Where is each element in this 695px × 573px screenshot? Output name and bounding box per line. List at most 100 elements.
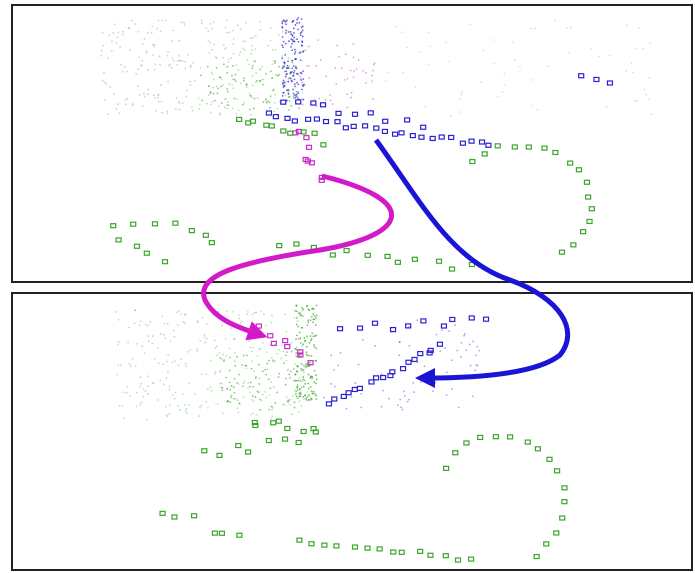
cloud-point xyxy=(297,397,299,399)
cloud-point xyxy=(301,310,303,312)
cloud-point xyxy=(140,65,142,67)
cloud-point xyxy=(272,49,274,51)
cloud-point xyxy=(154,358,156,360)
cloud-point xyxy=(201,373,203,375)
cloud-point xyxy=(147,32,149,34)
cloud-point xyxy=(298,107,300,109)
cloud-point xyxy=(252,386,254,388)
cloud-point xyxy=(228,83,230,85)
cloud-point xyxy=(297,97,299,99)
cloud-point xyxy=(132,104,134,106)
cloud-point xyxy=(246,355,248,357)
cloud-point xyxy=(185,362,187,364)
cloud-point xyxy=(235,113,237,115)
cloud-point xyxy=(117,36,119,38)
cloud-point xyxy=(470,365,472,367)
cloud-point xyxy=(265,324,267,326)
cloud-point xyxy=(294,53,296,55)
cloud-point xyxy=(300,314,302,316)
cloud-point xyxy=(300,405,302,407)
cloud-point xyxy=(301,363,303,365)
cloud-point xyxy=(261,399,263,401)
cloud-point xyxy=(219,112,221,114)
cloud-point xyxy=(245,22,247,24)
cloud-point xyxy=(296,82,298,84)
cloud-point xyxy=(179,102,181,104)
cloud-point xyxy=(295,355,297,357)
cloud-point xyxy=(228,61,230,63)
cloud-point xyxy=(237,25,239,27)
cloud-point xyxy=(598,56,600,58)
cloud-point xyxy=(262,101,264,103)
cloud-point xyxy=(232,107,234,109)
cloud-point xyxy=(204,334,206,336)
cloud-point xyxy=(283,86,285,88)
cloud-point xyxy=(311,391,313,393)
cloud-point xyxy=(244,380,246,382)
cloud-point xyxy=(216,67,218,69)
cloud-point xyxy=(632,71,634,73)
cloud-point xyxy=(174,398,176,400)
cloud-point xyxy=(134,322,136,324)
cloud-point xyxy=(225,338,227,340)
cloud-point xyxy=(436,334,438,336)
cloud-point xyxy=(252,412,254,414)
cloud-point xyxy=(126,71,128,73)
cloud-point xyxy=(315,382,317,384)
cloud-point xyxy=(398,354,400,356)
cloud-point xyxy=(302,25,304,27)
cloud-point xyxy=(285,354,287,356)
cloud-point xyxy=(312,321,314,323)
cloud-point xyxy=(304,379,306,381)
cloud-point xyxy=(122,71,124,73)
cloud-point xyxy=(234,338,236,340)
cloud-point xyxy=(205,401,207,403)
cloud-point xyxy=(167,51,169,53)
cloud-point xyxy=(210,103,212,105)
cloud-point xyxy=(284,82,286,84)
cloud-point xyxy=(291,67,293,69)
cloud-point xyxy=(351,396,353,398)
cloud-point xyxy=(177,324,179,326)
cloud-point xyxy=(307,324,309,326)
cloud-point xyxy=(145,390,147,392)
cloud-point xyxy=(217,87,219,89)
cloud-point xyxy=(302,378,304,380)
cloud-point xyxy=(273,386,275,388)
cloud-point xyxy=(234,360,236,362)
cloud-point xyxy=(186,412,188,414)
cloud-point xyxy=(634,100,636,102)
cloud-point xyxy=(302,78,304,80)
cloud-point xyxy=(215,347,217,349)
cloud-point xyxy=(199,103,201,105)
cloud-point xyxy=(285,32,287,34)
cloud-point xyxy=(313,335,315,337)
cloud-point xyxy=(243,382,245,384)
cloud-point xyxy=(307,396,309,398)
cloud-point xyxy=(293,65,295,67)
cloud-point xyxy=(302,70,304,72)
cloud-point xyxy=(291,21,293,23)
cloud-point xyxy=(158,55,160,57)
cloud-point xyxy=(147,375,149,377)
cloud-point xyxy=(296,93,298,95)
cloud-point xyxy=(221,383,223,385)
cloud-point xyxy=(502,91,504,93)
cloud-point xyxy=(147,69,149,71)
cloud-point xyxy=(103,72,105,74)
cloud-point xyxy=(261,66,263,68)
cloud-point xyxy=(296,95,298,97)
cloud-point xyxy=(154,44,156,46)
cloud-point xyxy=(314,319,316,321)
cloud-point xyxy=(298,22,300,24)
cloud-point xyxy=(308,77,310,79)
cloud-point xyxy=(276,391,278,393)
cloud-point xyxy=(293,401,295,403)
cloud-point xyxy=(138,57,140,59)
cloud-point xyxy=(226,388,228,390)
cloud-point xyxy=(304,383,306,385)
cloud-point xyxy=(167,323,169,325)
cloud-point xyxy=(284,83,286,85)
cloud-point xyxy=(315,360,317,362)
cloud-point xyxy=(260,80,262,82)
